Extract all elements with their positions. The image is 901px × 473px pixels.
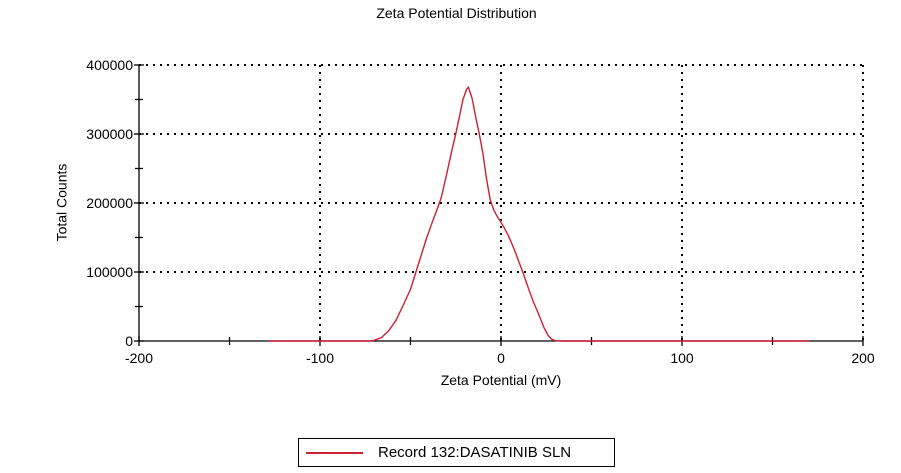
- y-tick-label: 0: [125, 333, 133, 349]
- y-axis-title: Total Counts: [53, 163, 70, 242]
- y-tick-label: 300000: [86, 126, 133, 142]
- chart-title: Zeta Potential Distribution: [376, 5, 537, 21]
- x-tick-label: 200: [851, 350, 875, 366]
- legend-label: Record 132:DASATINIB SLN: [378, 444, 572, 461]
- x-axis-title: Zeta Potential (mV): [440, 372, 562, 388]
- x-tick-label: 0: [497, 350, 505, 366]
- y-tick-label: 100000: [86, 264, 133, 280]
- x-tick-label: -100: [305, 350, 335, 366]
- x-tick-label: -200: [124, 350, 154, 366]
- x-tick-label: 100: [670, 350, 694, 366]
- legend-box: Record 132:DASATINIB SLN: [298, 438, 615, 467]
- y-tick-label: 200000: [86, 195, 133, 211]
- y-tick-label: 400000: [86, 57, 133, 73]
- series-line: [268, 86, 810, 342]
- legend-line-sample: [306, 452, 363, 454]
